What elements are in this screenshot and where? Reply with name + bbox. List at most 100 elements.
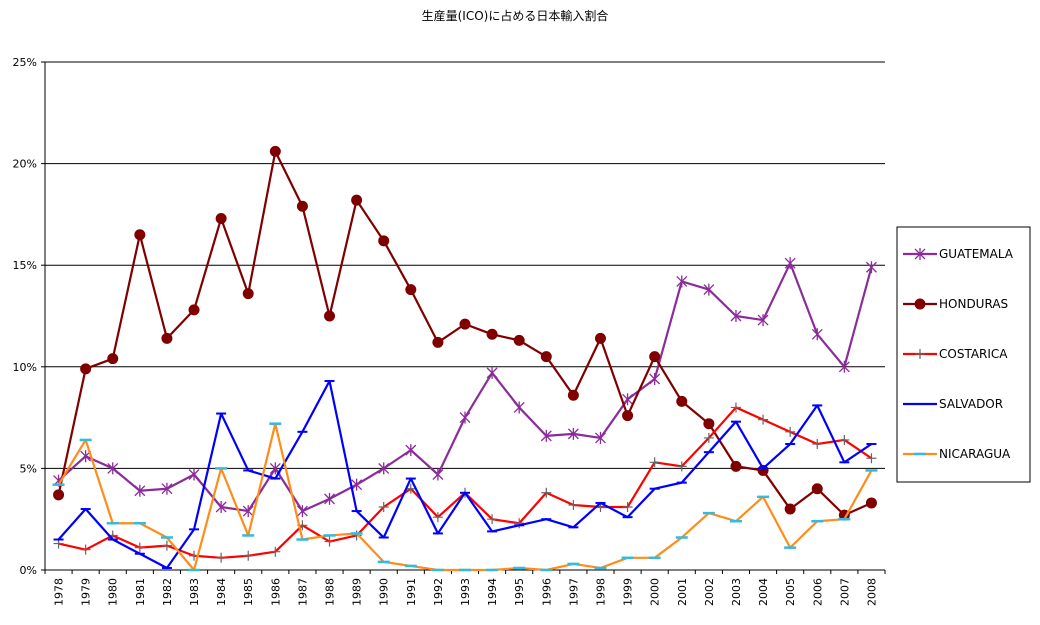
- data-point: [134, 484, 146, 497]
- data-point: [540, 351, 552, 363]
- data-point: [269, 145, 281, 157]
- data-point: [541, 487, 552, 498]
- x-tick-label: 1993: [459, 578, 472, 606]
- x-tick-label: 1990: [378, 578, 391, 606]
- series-guatemala: [53, 257, 877, 518]
- data-point: [161, 332, 173, 344]
- x-tick-label: 1996: [540, 578, 553, 606]
- data-point: [865, 497, 877, 509]
- data-point: [595, 431, 606, 444]
- data-point: [134, 542, 145, 553]
- data-point: [405, 284, 417, 296]
- legend: GUATEMALA HONDURAS COSTARICA SALVADOR NICARA…: [896, 226, 1031, 483]
- x-tick-label: 1992: [432, 578, 445, 606]
- legend-entry: HONDURAS: [903, 297, 1008, 311]
- x-tick-label: 1988: [324, 578, 337, 606]
- data-point: [487, 514, 498, 525]
- data-point: [161, 482, 173, 495]
- x-tick-label: 2000: [649, 578, 662, 606]
- data-point: [514, 518, 525, 529]
- legend-entry: COSTARICA: [903, 347, 1008, 361]
- data-point: [568, 499, 579, 510]
- data-point: [107, 353, 119, 365]
- data-point: [459, 411, 471, 424]
- data-point: [378, 235, 390, 247]
- data-point: [914, 248, 926, 260]
- data-point: [622, 393, 634, 406]
- x-tick-label: 1991: [405, 578, 418, 606]
- x-tick-label: 1979: [80, 578, 93, 606]
- x-tick-label: 1989: [351, 578, 364, 606]
- x-tick-label: 2007: [838, 578, 851, 606]
- x-tick-label: 1987: [296, 578, 309, 606]
- data-point: [839, 434, 850, 445]
- data-point: [80, 544, 91, 555]
- data-point: [649, 372, 661, 385]
- x-tick-label: 2005: [784, 578, 797, 606]
- data-point: [540, 429, 552, 442]
- data-point: [649, 351, 661, 363]
- data-point: [53, 489, 65, 501]
- x-tick-label: 1983: [188, 578, 201, 606]
- data-point: [915, 349, 925, 359]
- data-point: [649, 457, 660, 468]
- chart-title: 生産量(ICO)に占める日本輸入割合: [422, 8, 609, 23]
- series-honduras: [53, 145, 877, 521]
- y-tick-label: 15%: [13, 259, 37, 272]
- x-tick-label: 1982: [161, 578, 174, 606]
- x-tick-label: 2003: [730, 578, 743, 606]
- y-tick-label: 5%: [20, 462, 37, 475]
- x-tick-label: 2001: [676, 578, 689, 606]
- data-point: [351, 194, 363, 206]
- legend-label: COSTARICA: [939, 347, 1008, 361]
- x-tick-label: 2006: [811, 578, 824, 606]
- data-point: [80, 363, 92, 375]
- data-point: [730, 310, 742, 322]
- data-point: [784, 503, 796, 515]
- data-point: [405, 483, 416, 494]
- data-point: [811, 328, 823, 341]
- data-point: [730, 460, 742, 472]
- data-point: [324, 536, 335, 547]
- data-point: [296, 200, 308, 212]
- data-point: [757, 314, 769, 327]
- data-point: [622, 410, 634, 422]
- data-point: [107, 462, 119, 475]
- data-point: [758, 414, 769, 425]
- x-tick-label: 2002: [703, 578, 716, 606]
- x-tick-label: 1984: [215, 578, 228, 606]
- x-tick-label: 1980: [107, 578, 120, 606]
- data-point: [161, 540, 172, 551]
- data-point: [216, 552, 227, 563]
- series-line: [57, 150, 872, 517]
- data-point: [703, 283, 715, 296]
- data-point: [486, 328, 498, 340]
- data-point: [866, 453, 877, 464]
- gridlines: [45, 61, 885, 469]
- data-point: [594, 332, 606, 344]
- data-point: [513, 334, 525, 346]
- data-point: [865, 261, 877, 274]
- legend-entry: SALVADOR: [903, 397, 1003, 411]
- data-point: [676, 395, 688, 407]
- y-tick-label: 20%: [13, 158, 37, 171]
- x-tick-labels: 1978 1979 1980 1981 1982 1983 1984 1985 1986 1987…: [53, 578, 879, 606]
- series-salvador: [53, 379, 877, 570]
- series-nicaragua: [52, 422, 878, 572]
- data-point: [296, 505, 308, 518]
- legend-label: HONDURAS: [939, 297, 1008, 311]
- x-tick-label: 1986: [269, 578, 282, 606]
- data-point: [378, 462, 390, 475]
- series-group: [52, 145, 878, 572]
- data-point: [622, 502, 633, 513]
- data-point: [785, 426, 796, 437]
- data-point: [134, 229, 146, 241]
- data-point: [513, 401, 525, 414]
- x-tick-label: 2008: [865, 578, 878, 606]
- data-point: [703, 432, 714, 443]
- x-tick-label: 1981: [134, 578, 147, 606]
- data-point: [405, 444, 417, 457]
- data-point: [567, 389, 579, 401]
- data-point: [432, 512, 443, 523]
- legend-entry: NICARAGUA: [903, 447, 1011, 461]
